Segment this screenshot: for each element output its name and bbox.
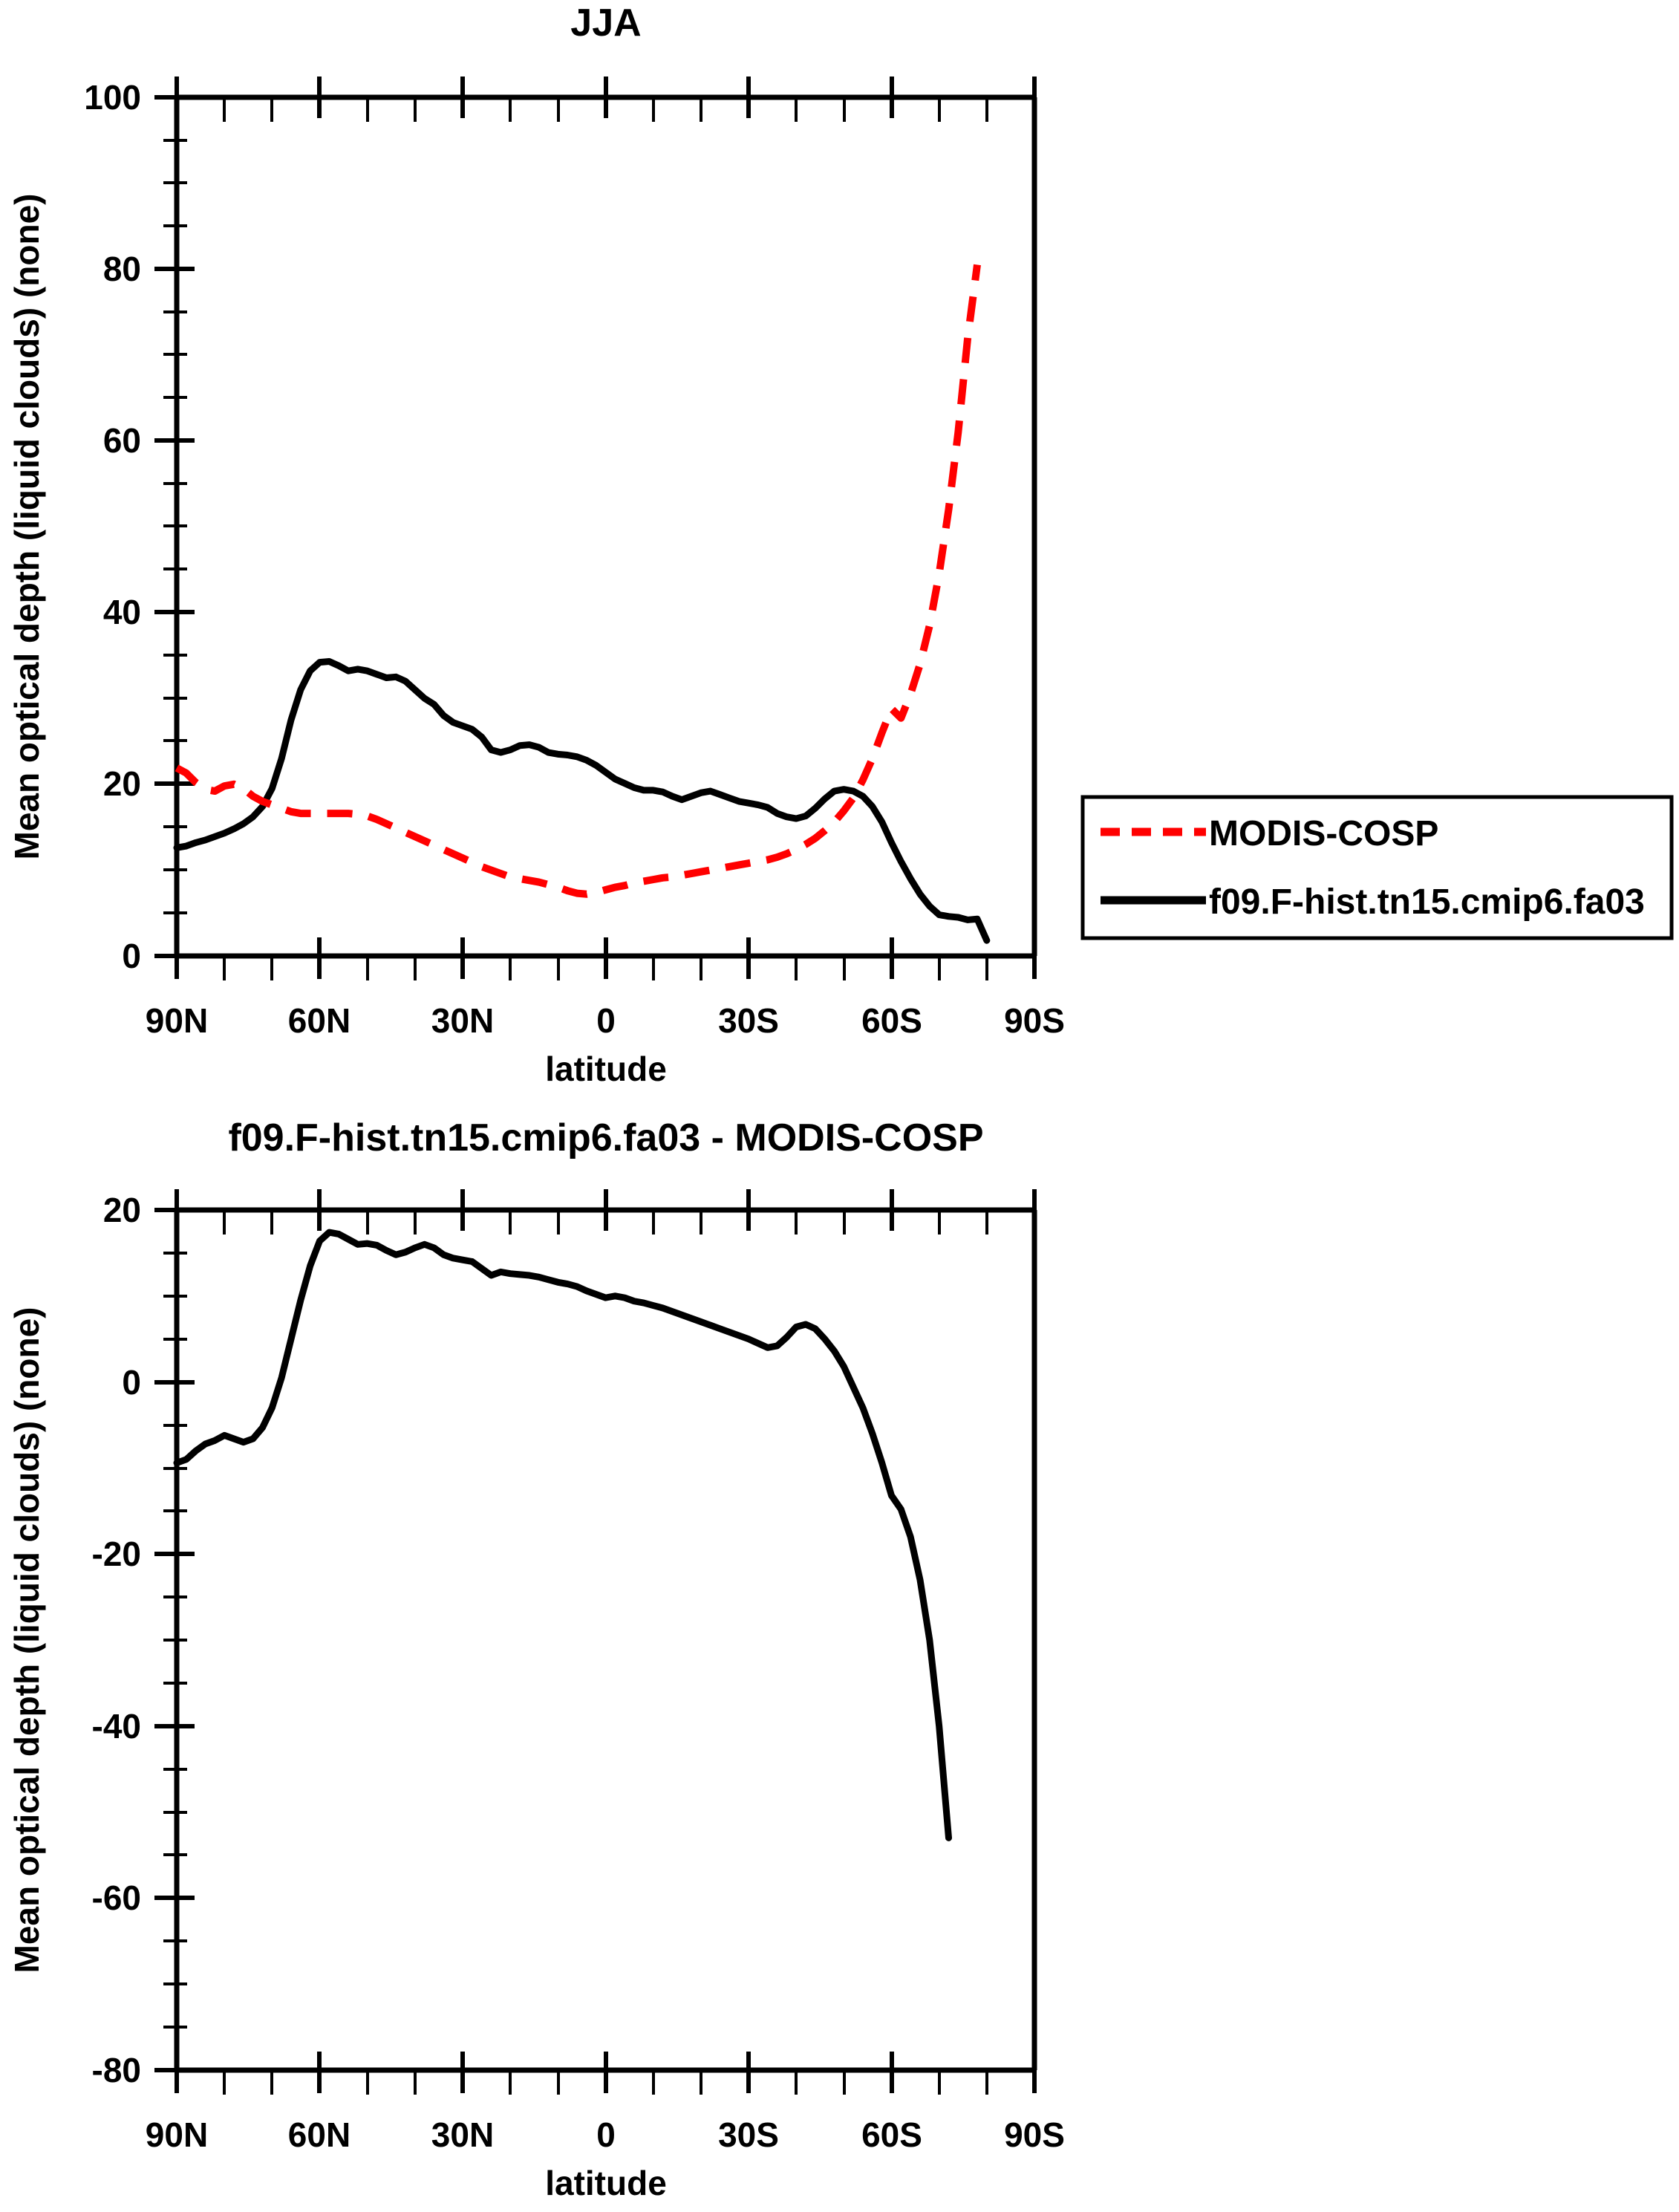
panel-top-xtick-90N: 90N	[146, 1001, 208, 1040]
panel-top-xlabel: latitude	[545, 1050, 667, 1088]
panel-bottom-ytick-neg60: -60	[92, 1878, 141, 1917]
legend-box	[1080, 795, 1674, 940]
series-line-difference	[173, 1229, 952, 1841]
panel-bottom-ytick-neg40: -40	[92, 1707, 141, 1746]
panel-top-ytick-100: 100	[84, 78, 141, 117]
panel-top-y-minor-ticks	[163, 139, 187, 914]
panel-top-x-ticks	[175, 77, 1037, 979]
panel-top: JJA	[7, 1, 1065, 1088]
panel-bottom-ytick-neg80: -80	[92, 2051, 141, 2089]
panel-bottom-xtick-30S: 30S	[718, 2115, 779, 2154]
panel-bottom-xtick-60N: 60N	[288, 2115, 351, 2154]
panel-bottom-ylabel: Mean optical depth (liquid clouds) (none…	[7, 1307, 46, 1974]
series-line-modis-top	[175, 264, 981, 898]
panel-top-title: JJA	[570, 1, 641, 45]
series-line-model-top	[173, 657, 991, 944]
panel-bottom-x-ticks	[175, 1189, 1037, 2093]
panel-bottom-ytick-20: 20	[103, 1191, 141, 1229]
panel-top-ylabel: Mean optical depth (liquid clouds) (none…	[7, 194, 46, 860]
panel-bottom-x-minor-ticks	[223, 1210, 988, 2095]
panel-top-ytick-60: 60	[103, 421, 141, 460]
panel-top-ytick-20: 20	[103, 764, 141, 803]
panel-top-ytick-80: 80	[103, 250, 141, 288]
panel-bottom-xtick-0: 0	[596, 2115, 616, 2154]
panel-bottom-ytick-0: 0	[122, 1363, 141, 1402]
panel-bottom: f09.F-hist.tn15.cmip6.fa03 - MODIS-COSP	[7, 1116, 1065, 2202]
panel-top-x-minor-ticks	[223, 97, 988, 980]
panel-bottom-xtick-90N: 90N	[146, 2115, 208, 2154]
panel-bottom-title: f09.F-hist.tn15.cmip6.fa03 - MODIS-COSP	[228, 1116, 983, 1159]
panel-bottom-y-minor-ticks	[163, 1252, 187, 2029]
panel-bottom-xlabel: latitude	[545, 2164, 667, 2202]
panel-top-ytick-0: 0	[122, 937, 141, 975]
panel-top-xtick-30N: 30N	[431, 1001, 494, 1040]
panel-bottom-ytick-neg20: -20	[92, 1535, 141, 1573]
panel-top-xtick-90S: 90S	[1004, 1001, 1065, 1040]
legend-label-modis[interactable]: MODIS-COSP	[1209, 814, 1438, 853]
legend: MODIS-COSP f09.F-hist.tn15.cmip6.fa03	[1080, 795, 1674, 940]
panel-top-xtick-0: 0	[596, 1001, 616, 1040]
panel-bottom-xtick-60S: 60S	[861, 2115, 922, 2154]
panel-top-ytick-40: 40	[103, 593, 141, 631]
panel-top-xtick-30S: 30S	[718, 1001, 779, 1040]
panel-bottom-xtick-90S: 90S	[1004, 2115, 1065, 2154]
legend-label-model[interactable]: f09.F-hist.tn15.cmip6.fa03	[1209, 882, 1645, 922]
panel-top-xtick-60N: 60N	[288, 1001, 351, 1040]
panel-bottom-xtick-30N: 30N	[431, 2115, 494, 2154]
panel-top-xtick-60S: 60S	[861, 1001, 922, 1040]
